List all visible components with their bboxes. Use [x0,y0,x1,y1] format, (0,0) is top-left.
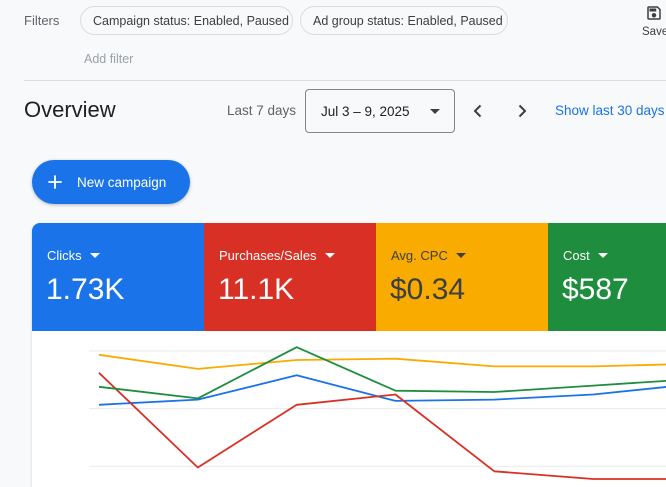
new-campaign-label: New campaign [77,174,167,190]
chart-series-line-avg-cpc [98,353,666,370]
dropdown-caret-icon [430,109,440,114]
metric-value: $587 [562,273,629,306]
metric-card-clicks[interactable]: Clicks 1.73K [32,223,204,331]
date-range-select[interactable]: Jul 3 – 9, 2025 [305,89,455,133]
metric-card-avg-cpc[interactable]: Avg. CPC $0.34 [376,223,548,331]
dropdown-caret-icon[interactable] [324,253,335,258]
metric-name: Clicks [47,248,82,263]
performance-panel: Clicks 1.73K Purchases/Sales 11.1K Avg. … [32,223,666,487]
page-title: Overview [24,97,116,122]
save-label: Save [642,26,666,38]
save-icon [647,6,661,20]
plus-icon [48,175,62,189]
metric-name: Avg. CPC [391,248,448,263]
next-period-button[interactable] [510,99,534,123]
chart-series-line-clicks [98,374,666,406]
chevron-right-icon [518,104,527,118]
metric-value: 1.73K [46,273,125,306]
dropdown-caret-icon[interactable] [89,253,100,258]
date-range-value: Jul 3 – 9, 2025 [321,103,410,119]
header-divider [24,80,666,81]
save-button[interactable]: Save [638,4,666,46]
chart-series-line-purchases-sales [98,372,666,480]
new-campaign-button[interactable]: New campaign [32,160,190,204]
add-filter-link[interactable]: Add filter [84,52,134,66]
dropdown-caret-icon[interactable] [455,253,466,258]
metric-value: 11.1K [218,273,295,306]
filter-chip-campaign-status[interactable]: Campaign status: Enabled, Paused [80,6,293,35]
filters-label: Filters [24,13,60,28]
chevron-left-icon [473,104,482,118]
dropdown-caret-icon[interactable] [597,253,608,258]
previous-period-button[interactable] [466,99,490,123]
show-last-30-days-link[interactable]: Show last 30 days [555,103,665,118]
date-range-label: Last 7 days [227,103,297,118]
metric-name: Purchases/Sales [219,248,317,263]
performance-line-chart [89,346,666,480]
metric-card-purchases[interactable]: Purchases/Sales 11.1K [204,223,376,331]
metric-name: Cost [563,248,590,263]
metric-card-cost[interactable]: Cost $587 [548,223,666,331]
metric-value: $0.34 [390,273,466,306]
filter-chip-ad-group-status[interactable]: Ad group status: Enabled, Paused [300,6,508,35]
chart-series-line-cost [98,346,666,400]
